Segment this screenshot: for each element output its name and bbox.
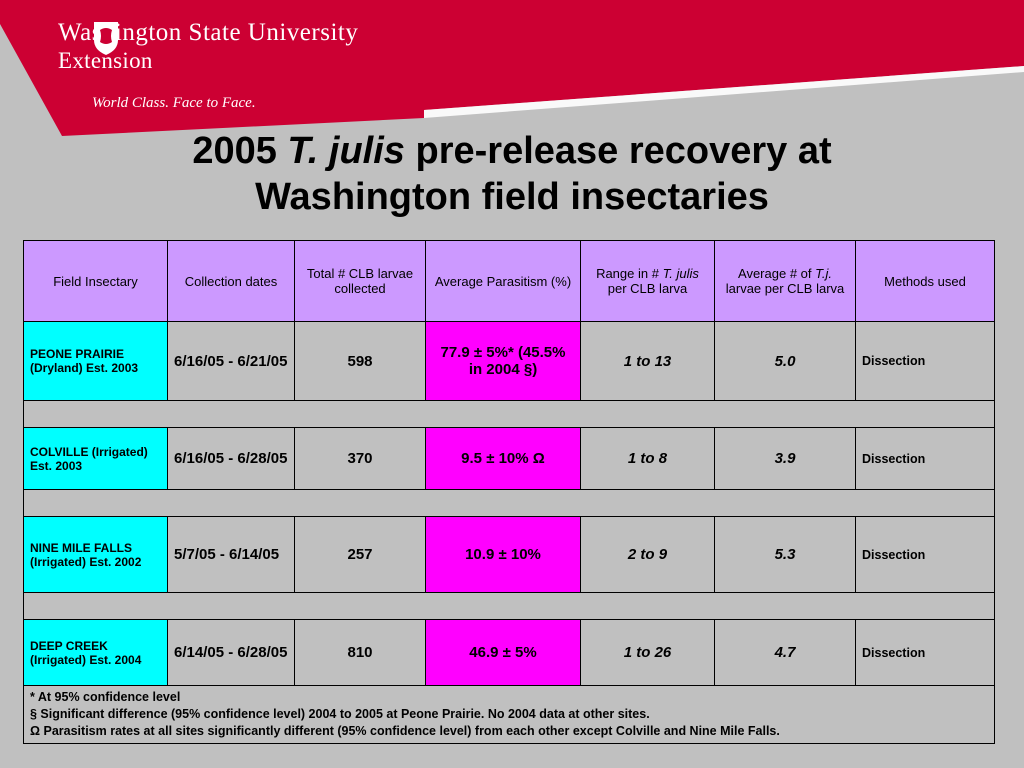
title-part1: 2005 <box>192 130 288 172</box>
footnote-significant: § Significant difference (95% confidence… <box>30 707 650 721</box>
table-row: DEEP CREEK (Irrigated) Est. 2004 6/14/05… <box>23 619 995 686</box>
title-line2: Washington field insectaries <box>255 176 769 218</box>
recovery-table: Field Insectary Collection dates Total #… <box>23 240 995 744</box>
footnotes-cell: * At 95% confidence level § Significant … <box>23 685 995 744</box>
method-cell: Dissection <box>855 619 995 686</box>
site-cell: PEONE PRAIRIE (Dryland) Est. 2003 <box>23 321 168 401</box>
header-field-insectary: Field Insectary <box>23 240 168 322</box>
total-cell: 810 <box>294 619 426 686</box>
header-average-parasitism: Average Parasitism (%) <box>425 240 581 322</box>
avg-cell: 5.3 <box>714 516 856 593</box>
header-range: Range in # T. julis per CLB larva <box>580 240 715 322</box>
parasitism-cell: 46.9 ± 5% <box>425 619 581 686</box>
spacer-row <box>23 592 995 620</box>
header-methods: Methods used <box>855 240 995 322</box>
cougar-shield-icon <box>94 22 118 55</box>
site-cell: COLVILLE (Irrigated) Est. 2003 <box>23 427 168 490</box>
table-row: PEONE PRAIRIE (Dryland) Est. 2003 6/16/0… <box>23 321 995 401</box>
footnote-parasitism: Ω Parasitism rates at all sites signific… <box>30 724 780 738</box>
footnote-confidence: * At 95% confidence level <box>30 690 181 704</box>
avg-cell: 3.9 <box>714 427 856 490</box>
spacer-row <box>23 489 995 517</box>
title-part2: pre-release recovery at <box>404 130 832 172</box>
header-banner: Washington State University Extension Wo… <box>0 0 1024 140</box>
table-row: NINE MILE FALLS (Irrigated) Est. 2002 5/… <box>23 516 995 593</box>
parasitism-cell: 77.9 ± 5%* (45.5% in 2004 §) <box>425 321 581 401</box>
header-average-larvae: Average # of T.j. larvae per CLB larva <box>714 240 856 322</box>
avg-cell: 5.0 <box>714 321 856 401</box>
total-cell: 598 <box>294 321 426 401</box>
footnotes-row: * At 95% confidence level § Significant … <box>23 685 995 744</box>
range-cell: 2 to 9 <box>580 516 715 593</box>
range-cell: 1 to 13 <box>580 321 715 401</box>
header-total-larvae: Total # CLB larvae collected <box>294 240 426 322</box>
total-cell: 370 <box>294 427 426 490</box>
range-cell: 1 to 8 <box>580 427 715 490</box>
banner-shape <box>0 0 1024 136</box>
page-title: 2005 T. julis pre-release recovery at Wa… <box>0 128 1024 220</box>
wsu-logo: Washington State University Extension <box>58 20 358 74</box>
header-collection-dates: Collection dates <box>167 240 295 322</box>
range-cell: 1 to 26 <box>580 619 715 686</box>
tagline: World Class. Face to Face. <box>92 95 256 111</box>
method-cell: Dissection <box>855 321 995 401</box>
dates-cell: 5/7/05 - 6/14/05 <box>167 516 295 593</box>
dates-cell: 6/16/05 - 6/28/05 <box>167 427 295 490</box>
avg-cell: 4.7 <box>714 619 856 686</box>
table-header-row: Field Insectary Collection dates Total #… <box>23 240 995 322</box>
parasitism-cell: 10.9 ± 10% <box>425 516 581 593</box>
total-cell: 257 <box>294 516 426 593</box>
method-cell: Dissection <box>855 516 995 593</box>
method-cell: Dissection <box>855 427 995 490</box>
parasitism-cell: 9.5 ± 10% Ω <box>425 427 581 490</box>
table-row: COLVILLE (Irrigated) Est. 2003 6/16/05 -… <box>23 427 995 490</box>
title-italic: T. julis <box>287 130 405 172</box>
dates-cell: 6/14/05 - 6/28/05 <box>167 619 295 686</box>
spacer-row <box>23 400 995 428</box>
dates-cell: 6/16/05 - 6/21/05 <box>167 321 295 401</box>
site-cell: DEEP CREEK (Irrigated) Est. 2004 <box>23 619 168 686</box>
site-cell: NINE MILE FALLS (Irrigated) Est. 2002 <box>23 516 168 593</box>
